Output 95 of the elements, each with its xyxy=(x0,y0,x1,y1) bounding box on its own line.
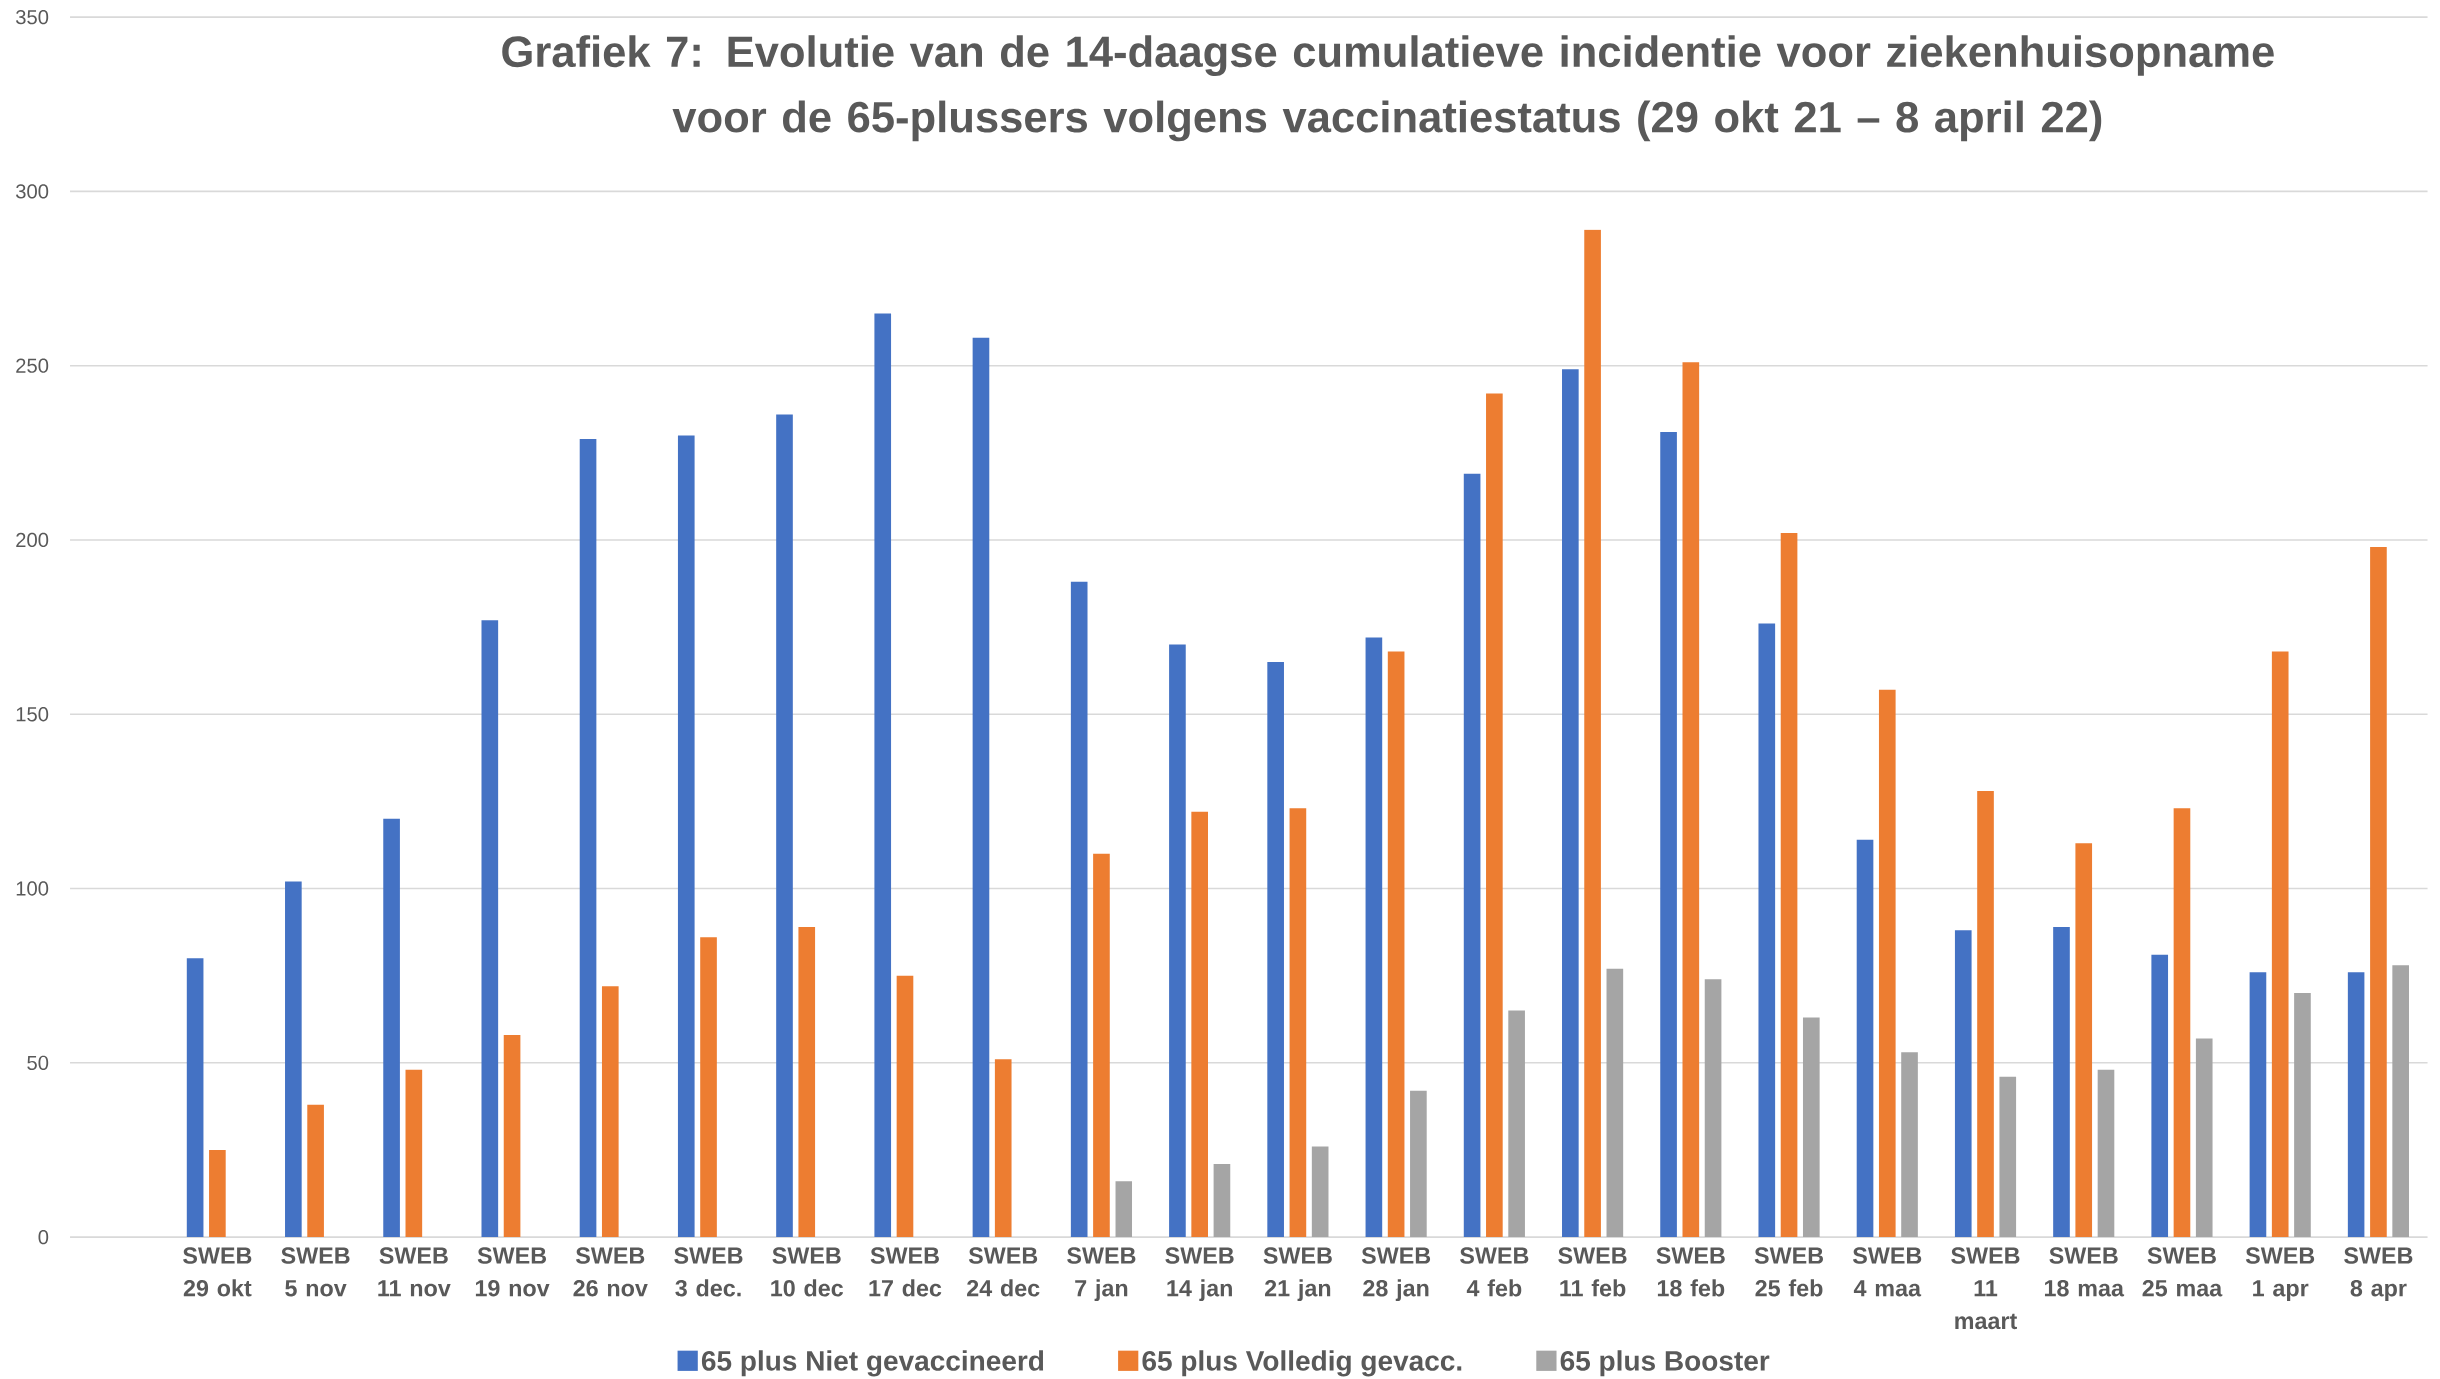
bar xyxy=(2392,965,2410,1238)
bar xyxy=(186,958,204,1238)
x-tick-label: SWEB 4 maa xyxy=(1852,1247,1922,1297)
y-tick-label: 300 xyxy=(16,184,49,199)
bar xyxy=(1070,581,1088,1238)
bar xyxy=(1780,533,1798,1238)
bar xyxy=(1856,839,1874,1238)
x-tick-label: SWEB 28 jan xyxy=(1361,1247,1431,1302)
x-tick-label: SWEB 14 jan xyxy=(1165,1247,1234,1302)
x-tick-label: SWEB 25 feb xyxy=(1754,1247,1823,1297)
bar xyxy=(2347,972,2365,1238)
bar xyxy=(2195,1038,2213,1238)
x-tick-label: SWEB 11 feb xyxy=(1558,1247,1627,1297)
bar xyxy=(1115,1181,1133,1238)
bar xyxy=(1977,791,1994,1238)
x-tick-label: SWEB 4 feb xyxy=(1460,1247,1529,1297)
bar xyxy=(1878,689,1896,1238)
legend-label: 65 plus Volledig gevacc. xyxy=(1142,1350,1462,1377)
bar xyxy=(1410,1090,1427,1238)
bar xyxy=(2075,843,2093,1238)
text: Grafiek 7: Evolutie van de 14-daagse cumulatieve incidentie voor ziekenhuisopname voor de 65-plussers volgens vaccinatiestatus (29 okt 21 – 8 april 22) xyxy=(502,35,2274,142)
x-tick-label: SWEB 5 nov xyxy=(281,1247,350,1297)
bar xyxy=(1802,1017,1820,1238)
x-tick-label: SWEB 25 maa xyxy=(2142,1247,2223,1297)
bar xyxy=(1704,979,1722,1238)
x-tick-label: SWEB 3 dec. xyxy=(674,1247,743,1297)
bar xyxy=(2151,954,2169,1238)
bar xyxy=(2053,927,2070,1238)
bar xyxy=(1606,968,1624,1238)
bar xyxy=(896,975,914,1238)
bar xyxy=(1486,393,1503,1238)
bar xyxy=(209,1150,226,1238)
y-tick-label: 150 xyxy=(16,707,49,722)
bar xyxy=(1901,1052,1918,1238)
bar xyxy=(1758,623,1776,1238)
legend-label: 65 plus Niet gevaccineerd xyxy=(701,1350,1044,1377)
bar xyxy=(579,439,597,1238)
y-tick-label: 0 xyxy=(38,1230,49,1245)
y-tick-label: 200 xyxy=(16,532,49,548)
bar xyxy=(1093,853,1110,1238)
bar xyxy=(798,927,816,1238)
x-tick-label: SWEB 19 nov xyxy=(475,1247,550,1297)
x-tick-label: SWEB 18 maa xyxy=(2044,1247,2125,1297)
bar xyxy=(1584,229,1601,1238)
bar xyxy=(1999,1076,2017,1238)
x-tick-label: SWEB 11 maart xyxy=(1951,1247,2020,1330)
bar xyxy=(2249,972,2267,1238)
x-tick-label: SWEB 18 feb xyxy=(1656,1247,1725,1297)
bar xyxy=(700,937,717,1238)
bar xyxy=(2294,993,2311,1238)
x-tick-label: SWEB 10 dec xyxy=(771,1247,844,1297)
y-tick-label: 250 xyxy=(16,358,49,373)
x-tick-label: SWEB 26 nov xyxy=(573,1247,648,1297)
bar xyxy=(285,881,302,1238)
y-tick-label: 350 xyxy=(16,10,49,25)
bar xyxy=(2173,808,2191,1238)
bar xyxy=(2370,547,2387,1238)
bar xyxy=(1508,1010,1525,1238)
bar xyxy=(1289,808,1307,1238)
bar xyxy=(1562,369,1579,1238)
bar xyxy=(1267,662,1284,1238)
bar xyxy=(405,1069,423,1238)
x-tick-label: SWEB 29 okt xyxy=(183,1247,252,1297)
bar xyxy=(994,1059,1012,1238)
bar xyxy=(307,1104,324,1238)
bar xyxy=(1954,930,1972,1238)
bar xyxy=(1660,432,1677,1238)
bar xyxy=(1213,1164,1231,1238)
y-tick-label: 100 xyxy=(16,881,49,896)
bar xyxy=(874,313,892,1238)
bar xyxy=(1365,637,1383,1238)
x-tick-label: SWEB 21 jan xyxy=(1263,1247,1332,1302)
bar xyxy=(677,435,695,1238)
x-tick-label: SWEB 11 nov xyxy=(378,1247,451,1297)
bar xyxy=(1463,473,1481,1238)
bar xyxy=(2271,651,2289,1238)
bar xyxy=(776,414,793,1238)
bar xyxy=(1191,812,1208,1238)
bar xyxy=(1387,651,1405,1238)
bar xyxy=(503,1035,521,1238)
bar xyxy=(1311,1146,1329,1238)
x-tick-label: SWEB 7 jan xyxy=(1067,1247,1136,1302)
legend-label: 65 plus Booster xyxy=(1560,1350,1770,1377)
x-tick-label: SWEB 17 dec xyxy=(869,1247,942,1297)
x-tick-label: SWEB 24 dec xyxy=(967,1247,1040,1297)
bar xyxy=(1169,644,1186,1238)
bar xyxy=(383,818,400,1238)
bar xyxy=(1682,362,1700,1238)
bar xyxy=(481,620,499,1238)
bar xyxy=(972,337,990,1238)
x-tick-label: SWEB 8 apr xyxy=(2344,1247,2413,1302)
x-tick-label: SWEB 1 apr xyxy=(2245,1247,2315,1302)
bar xyxy=(601,986,619,1238)
y-tick-label: 50 xyxy=(27,1055,49,1071)
bar xyxy=(2097,1069,2115,1238)
